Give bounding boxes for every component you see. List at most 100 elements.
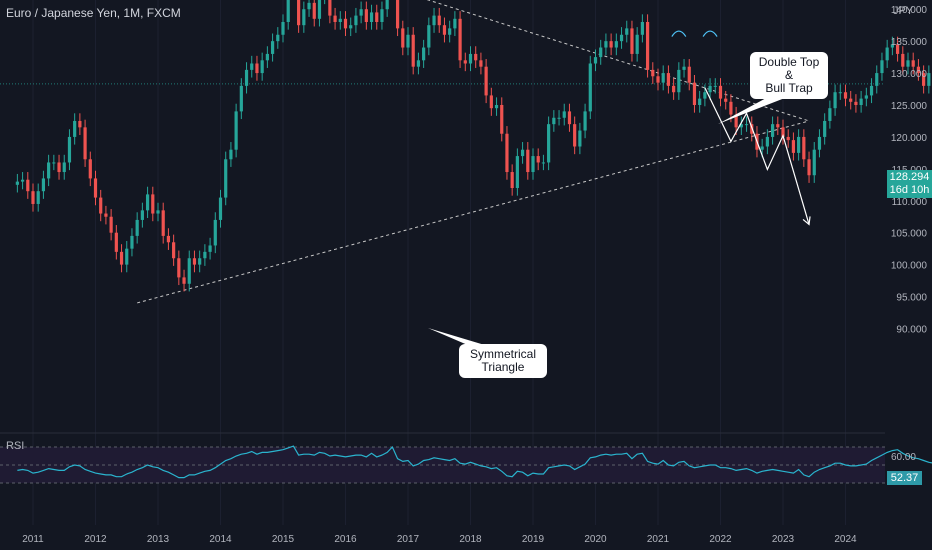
candle-body <box>765 136 769 147</box>
candle-body <box>333 15 337 22</box>
candle-body <box>656 76 660 83</box>
candle-body <box>265 53 269 61</box>
rsi-series <box>17 445 932 479</box>
candle-body <box>73 120 77 137</box>
candle-body <box>93 178 98 198</box>
candle-body <box>166 235 171 243</box>
candle-body <box>359 9 363 16</box>
candle-body <box>125 248 129 265</box>
candle-body <box>916 66 921 74</box>
year-tick: 2011 <box>22 534 44 545</box>
candle-body <box>833 92 837 109</box>
candle-body <box>406 34 410 48</box>
candle-body <box>791 140 796 153</box>
candle-body <box>312 2 316 19</box>
candle-body <box>703 92 707 99</box>
candle-body <box>630 28 634 54</box>
candle-body <box>234 111 238 150</box>
candle-body <box>708 85 712 93</box>
time-axis[interactable]: 2011 2012 2013 2014 2015 2016 2017 2018 2019 2020… <box>22 534 857 545</box>
candle-body <box>869 85 874 96</box>
currency-unit: JPY <box>893 5 914 17</box>
rsi-label[interactable]: RSI <box>6 440 25 452</box>
candle-body <box>99 197 103 214</box>
year-tick: 2021 <box>647 534 670 545</box>
candle-body <box>182 277 186 284</box>
projection-path <box>704 87 810 225</box>
candle-body <box>463 60 467 64</box>
candle-body <box>583 111 587 131</box>
candle-body <box>557 117 561 119</box>
candles <box>15 0 931 292</box>
candle-body <box>651 69 655 77</box>
candle-body <box>364 9 368 22</box>
candle-body <box>776 124 780 128</box>
candle-body <box>281 21 285 35</box>
price-axis[interactable]: 90.00095.000100.000105.000110.000115.000… <box>891 0 928 481</box>
candle-body <box>354 15 358 26</box>
year-tick: 2018 <box>459 534 482 545</box>
candle-body <box>734 114 738 128</box>
candle-body <box>36 191 40 204</box>
candle-body <box>286 0 290 22</box>
triangle-callout: Symmetrical Triangle <box>459 344 547 378</box>
candle-body <box>895 44 900 54</box>
candle-body <box>640 21 644 35</box>
candle-body <box>505 133 509 173</box>
candle-body <box>448 28 452 35</box>
candle-body <box>484 66 488 96</box>
candle-body <box>687 66 691 83</box>
trendline-upper <box>426 0 810 122</box>
candle-body <box>468 53 473 64</box>
candle-body <box>828 108 832 121</box>
candle-body <box>843 92 848 99</box>
double-top-pointer <box>718 96 790 124</box>
projection-arrowhead <box>802 216 811 226</box>
candle-body <box>588 63 592 112</box>
price-tick: 120.000 <box>891 133 928 144</box>
triangle-pointer <box>428 328 488 346</box>
candle-body <box>395 0 400 29</box>
candle-body <box>875 73 879 86</box>
candle-body <box>47 162 51 179</box>
candle-body <box>432 15 436 26</box>
candle-body <box>817 136 822 150</box>
candle-body <box>807 159 811 176</box>
candle-body <box>489 95 493 109</box>
candle-body <box>578 130 582 147</box>
candle-body <box>724 98 728 102</box>
candle-body <box>317 0 322 19</box>
price-tick: 90.000 <box>896 324 927 335</box>
candle-body <box>739 124 743 128</box>
candle-body <box>661 73 665 83</box>
candle-body <box>385 0 389 10</box>
candle-body <box>338 18 342 22</box>
rsi-line <box>17 445 932 479</box>
candle-body <box>213 219 217 246</box>
trendline-lower <box>137 120 810 304</box>
rsi-tick: 60.00 <box>891 452 916 463</box>
year-tick: 2020 <box>584 534 607 545</box>
candle-body <box>552 117 556 125</box>
candle-body <box>744 124 749 126</box>
candle-body <box>531 156 535 173</box>
candle-body <box>812 149 816 176</box>
candle-body <box>177 258 181 278</box>
candle-body <box>927 73 931 86</box>
candle-body <box>604 41 608 48</box>
candle-body <box>343 18 348 29</box>
candle-body <box>901 53 905 67</box>
year-tick: 2014 <box>209 534 232 545</box>
candle-body <box>494 105 499 109</box>
candle-body <box>911 60 915 67</box>
double-top-arc <box>671 30 687 37</box>
candle-body <box>218 197 223 220</box>
candle-body <box>369 12 374 22</box>
candle-body <box>260 60 264 74</box>
candle-body <box>677 69 681 93</box>
candle-body <box>135 219 139 236</box>
candle-body <box>682 66 686 70</box>
candle-body <box>302 9 306 26</box>
candle-body <box>453 18 457 29</box>
